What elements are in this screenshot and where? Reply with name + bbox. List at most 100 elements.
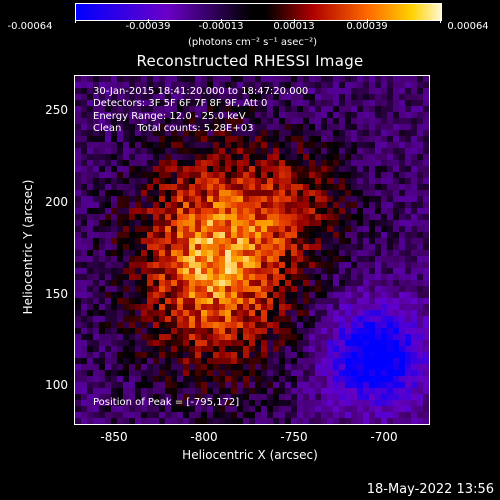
heatmap-cell [285, 202, 291, 208]
heatmap-cell [171, 244, 177, 250]
heatmap-cell [141, 208, 147, 214]
heatmap-cell [195, 262, 201, 268]
heatmap-cell [213, 250, 219, 256]
heatmap-cell [171, 352, 177, 358]
heatmap-cell [297, 352, 303, 358]
heatmap-cell [255, 172, 261, 178]
heatmap-cell [339, 100, 345, 106]
heatmap-cell [93, 196, 99, 202]
heatmap-cell [297, 274, 303, 280]
heatmap-cell [339, 244, 345, 250]
heatmap-cell [273, 118, 279, 124]
heatmap-cell [399, 406, 405, 412]
heatmap-cell [363, 376, 369, 382]
heatmap-cell [321, 382, 327, 388]
heatmap-cell [315, 76, 321, 82]
heatmap-cell [363, 100, 369, 106]
heatmap-cell [345, 220, 351, 226]
heatmap-cell [393, 118, 399, 124]
heatmap-cell [261, 280, 267, 286]
heatmap-cell [255, 94, 261, 100]
heatmap-cell [177, 214, 183, 220]
heatmap-cell [393, 190, 399, 196]
heatmap-cell [315, 340, 321, 346]
heatmap-cell [225, 346, 231, 352]
heatmap-cell [321, 370, 327, 376]
heatmap-cell [75, 316, 81, 322]
heatmap-cell [303, 376, 309, 382]
heatmap-cell [189, 364, 195, 370]
heatmap-cell [243, 232, 249, 238]
heatmap-cell [105, 328, 111, 334]
heatmap-cell [129, 136, 135, 142]
heatmap-cell [219, 376, 225, 382]
heatmap-cell [345, 94, 351, 100]
heatmap-cell [135, 250, 141, 256]
heatmap-cell [183, 112, 189, 118]
heatmap-cell [327, 136, 333, 142]
heatmap-cell [411, 352, 417, 358]
heatmap-cell [81, 262, 87, 268]
heatmap-cell [213, 394, 219, 400]
heatmap-cell [171, 262, 177, 268]
heatmap-cell [237, 196, 243, 202]
heatmap-cell [417, 88, 423, 94]
heatmap-cell [237, 190, 243, 196]
heatmap-cell [153, 154, 159, 160]
heatmap-cell [123, 358, 129, 364]
heatmap-cell [357, 244, 363, 250]
heatmap-cell [387, 160, 393, 166]
heatmap-cell [189, 112, 195, 118]
heatmap-cell [315, 274, 321, 280]
heatmap-cell [183, 178, 189, 184]
heatmap-cell [141, 322, 147, 328]
heatmap-cell [315, 286, 321, 292]
heatmap-cell [135, 202, 141, 208]
heatmap-cell [387, 400, 393, 406]
heatmap-cell [381, 124, 387, 130]
heatmap-cell [231, 112, 237, 118]
heatmap-cell [243, 310, 249, 316]
heatmap-cell [303, 328, 309, 334]
heatmap-cell [423, 238, 429, 244]
heatmap-cell [129, 82, 135, 88]
heatmap-cell [327, 370, 333, 376]
heatmap-cell [423, 130, 429, 136]
heatmap-cell [99, 274, 105, 280]
heatmap-cell [183, 124, 189, 130]
heatmap-cell [141, 328, 147, 334]
heatmap-cell [225, 106, 231, 112]
heatmap-cell [255, 76, 261, 82]
heatmap-cell [267, 112, 273, 118]
heatmap-cell [297, 286, 303, 292]
heatmap-cell [351, 400, 357, 406]
heatmap-cell [147, 340, 153, 346]
heatmap-cell [153, 418, 159, 424]
heatmap-cell [177, 244, 183, 250]
heatmap-cell [243, 400, 249, 406]
heatmap-cell [243, 334, 249, 340]
heatmap-cell [417, 142, 423, 148]
heatmap-cell [405, 394, 411, 400]
heatmap-cell [321, 172, 327, 178]
heatmap-cell [147, 106, 153, 112]
heatmap-cell [351, 220, 357, 226]
heatmap-cell [387, 100, 393, 106]
heatmap-cell [363, 340, 369, 346]
heatmap-cell [405, 160, 411, 166]
heatmap-cell [237, 286, 243, 292]
heatmap-cell [81, 280, 87, 286]
heatmap-cell [291, 340, 297, 346]
heatmap-cell [345, 376, 351, 382]
heatmap-cell [207, 124, 213, 130]
heatmap-cell [135, 136, 141, 142]
heatmap-cell [177, 388, 183, 394]
heatmap-cell [339, 76, 345, 82]
heatmap-cell [339, 316, 345, 322]
heatmap-cell [153, 190, 159, 196]
heatmap-cell [141, 340, 147, 346]
x-tick-label: -850 [100, 430, 128, 444]
heatmap-cell [81, 292, 87, 298]
heatmap-cell [81, 148, 87, 154]
heatmap-cell [327, 358, 333, 364]
